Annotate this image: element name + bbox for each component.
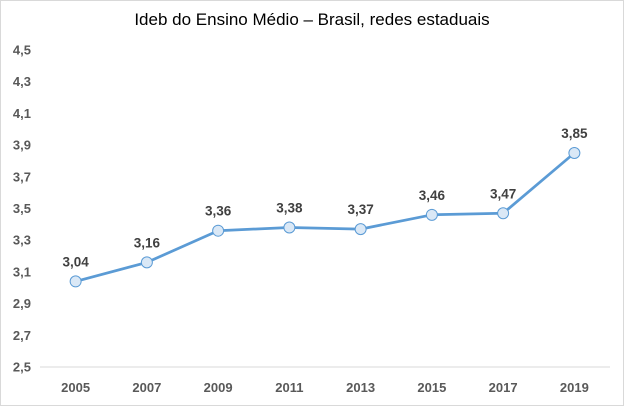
data-point [69, 275, 82, 288]
x-tick-label: 2013 [346, 380, 375, 395]
data-label: 3,46 [419, 188, 446, 203]
x-tick-label: 2019 [560, 380, 589, 395]
x-tick-label: 2017 [489, 380, 518, 395]
data-label: 3,16 [134, 235, 161, 250]
x-tick-label: 2007 [132, 380, 161, 395]
y-tick-label: 4,1 [13, 106, 31, 121]
y-tick-label: 3,7 [13, 169, 31, 184]
series-line [74, 151, 576, 283]
data-point [283, 221, 296, 234]
y-tick-label: 2,5 [13, 360, 31, 375]
y-tick-label: 3,3 [13, 233, 31, 248]
data-label: 3,37 [347, 202, 373, 217]
y-tick-label: 4,3 [13, 74, 31, 89]
data-point [425, 208, 438, 221]
y-axis-tick-labels: 2,5 2,7 2,9 3,1 3,3 3,5 3,7 3,9 4,1 4,3 4,5 [13, 43, 31, 375]
data-label: 3,47 [490, 186, 516, 201]
y-tick-label: 4,5 [13, 43, 31, 58]
x-tick-label: 2011 [275, 380, 303, 395]
data-point [568, 147, 581, 160]
data-label: 3,04 [62, 254, 89, 269]
data-labels: 3,04 3,16 3,36 3,38 3,37 3,46 3,47 3,85 [62, 126, 588, 269]
series-group [69, 147, 581, 288]
x-tick-label: 2005 [61, 380, 90, 395]
x-tick-label: 2015 [417, 380, 446, 395]
x-axis-tick-labels: 2005 2007 2009 2011 2013 2015 2017 2019 [61, 380, 589, 395]
x-tick-label: 2009 [204, 380, 233, 395]
y-tick-label: 3,9 [13, 138, 31, 153]
y-tick-label: 3,5 [13, 201, 31, 216]
data-label: 3,38 [276, 201, 303, 216]
data-point [212, 224, 225, 237]
data-label: 3,85 [561, 126, 588, 141]
y-tick-label: 2,9 [13, 296, 31, 311]
data-point [497, 207, 510, 220]
y-tick-label: 3,1 [13, 264, 31, 279]
y-tick-label: 2,7 [13, 328, 31, 343]
data-point [140, 256, 153, 269]
chart-title: Ideb do Ensino Médio – Brasil, redes est… [134, 10, 490, 29]
data-label: 3,36 [205, 204, 232, 219]
data-point [354, 223, 367, 236]
